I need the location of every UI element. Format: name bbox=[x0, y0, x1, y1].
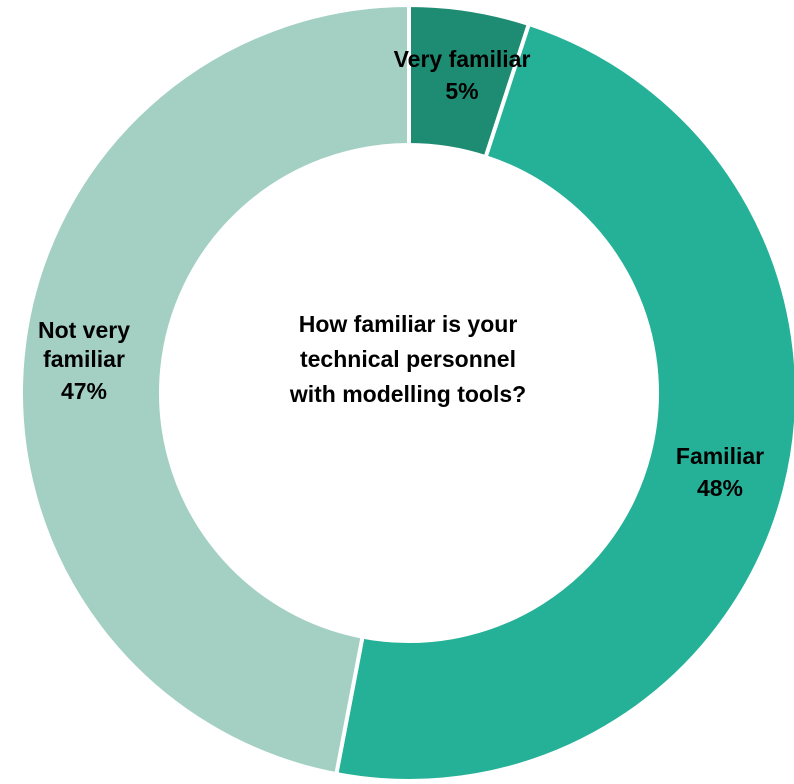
slice-not-very-familiar bbox=[19, 2, 411, 777]
chart-title: How familiar is your technical personnel w… bbox=[289, 311, 526, 407]
data-label-not-very-familiar-line-1: Not very bbox=[38, 317, 130, 343]
data-value-very-familiar: 5% bbox=[445, 78, 478, 104]
data-value-not-very-familiar: 47% bbox=[61, 378, 107, 404]
data-label-familiar: Familiar bbox=[676, 443, 764, 469]
data-label-not-very-familiar-line-2: familiar bbox=[43, 346, 125, 372]
donut-data-labels: Very familiar 5% Familiar 48% Not very famili… bbox=[38, 46, 764, 501]
chart-title-line-3: with modelling tools? bbox=[289, 381, 526, 407]
donut-slices bbox=[19, 2, 794, 783]
slice-familiar bbox=[333, 21, 794, 783]
chart-title-line-1: How familiar is your bbox=[299, 311, 518, 337]
data-label-very-familiar: Very familiar bbox=[394, 46, 531, 72]
data-value-familiar: 48% bbox=[697, 475, 743, 501]
chart-title-line-2: technical personnel bbox=[300, 346, 516, 372]
